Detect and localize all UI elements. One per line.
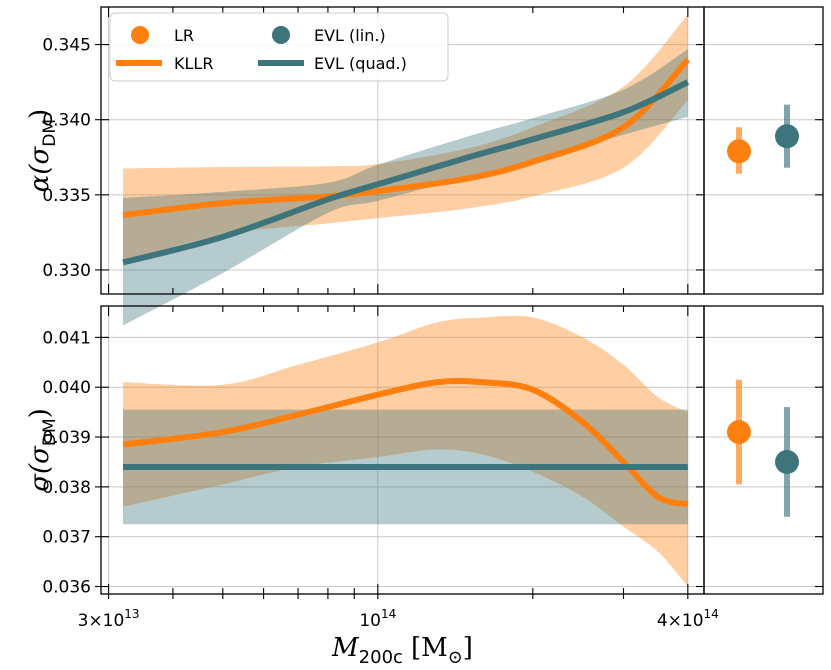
y-tick-label: 0.037	[42, 528, 91, 548]
legend-lr-marker	[131, 26, 149, 44]
evl-lin-marker	[775, 124, 799, 149]
bands-layer	[123, 14, 688, 587]
legend: LR EVL (lin.) KLLR EVL (quad.)	[109, 12, 449, 82]
legend-lr-label: LR	[174, 26, 194, 45]
grid-layer	[101, 7, 823, 594]
y-tick-label: 0.040	[42, 378, 91, 398]
y-tick-label: 0.335	[42, 186, 91, 206]
y-tick-label: 0.036	[42, 578, 91, 598]
y-tick-label: 0.038	[42, 478, 91, 498]
y-tick-label: 0.340	[42, 111, 91, 131]
y-tick-label: 0.345	[42, 36, 91, 56]
y-tick-label: 0.330	[42, 261, 91, 281]
legend-evl-lin-marker	[272, 26, 290, 44]
side-panel-layer	[727, 104, 799, 517]
legend-box	[109, 12, 449, 82]
lr-marker	[727, 139, 751, 164]
legend-evl-quad-label: EVL (quad.)	[314, 54, 407, 73]
x-tick-label: 1014	[359, 607, 396, 631]
y-axis-title: σ(σDM)	[25, 408, 60, 492]
kllr-band	[123, 315, 688, 587]
y-axis-title: α(σDM)	[25, 109, 60, 192]
legend-kllr-label: KLLR	[174, 54, 213, 73]
y-tick-label: 0.041	[42, 328, 91, 348]
side-frame	[703, 305, 824, 595]
x-tick-label: 3×1013	[78, 607, 140, 631]
x-tick-label: 4×1014	[657, 607, 719, 631]
evl-lin-marker	[775, 449, 799, 474]
lines-layer	[122, 57, 691, 508]
evl-quad-line	[122, 79, 690, 266]
lr-marker	[727, 420, 751, 445]
y-tick-label: 0.039	[42, 428, 91, 448]
x-axis-title: M200c [M⊙]	[331, 633, 473, 668]
side-frame	[703, 6, 824, 295]
axes-layer: 0.330 0.335 0.340 0.345 α(σDM) 0.036 0.037 0.03…	[25, 6, 824, 668]
legend-evl-lin-label: EVL (lin.)	[314, 26, 386, 45]
kllr-line	[122, 57, 691, 219]
